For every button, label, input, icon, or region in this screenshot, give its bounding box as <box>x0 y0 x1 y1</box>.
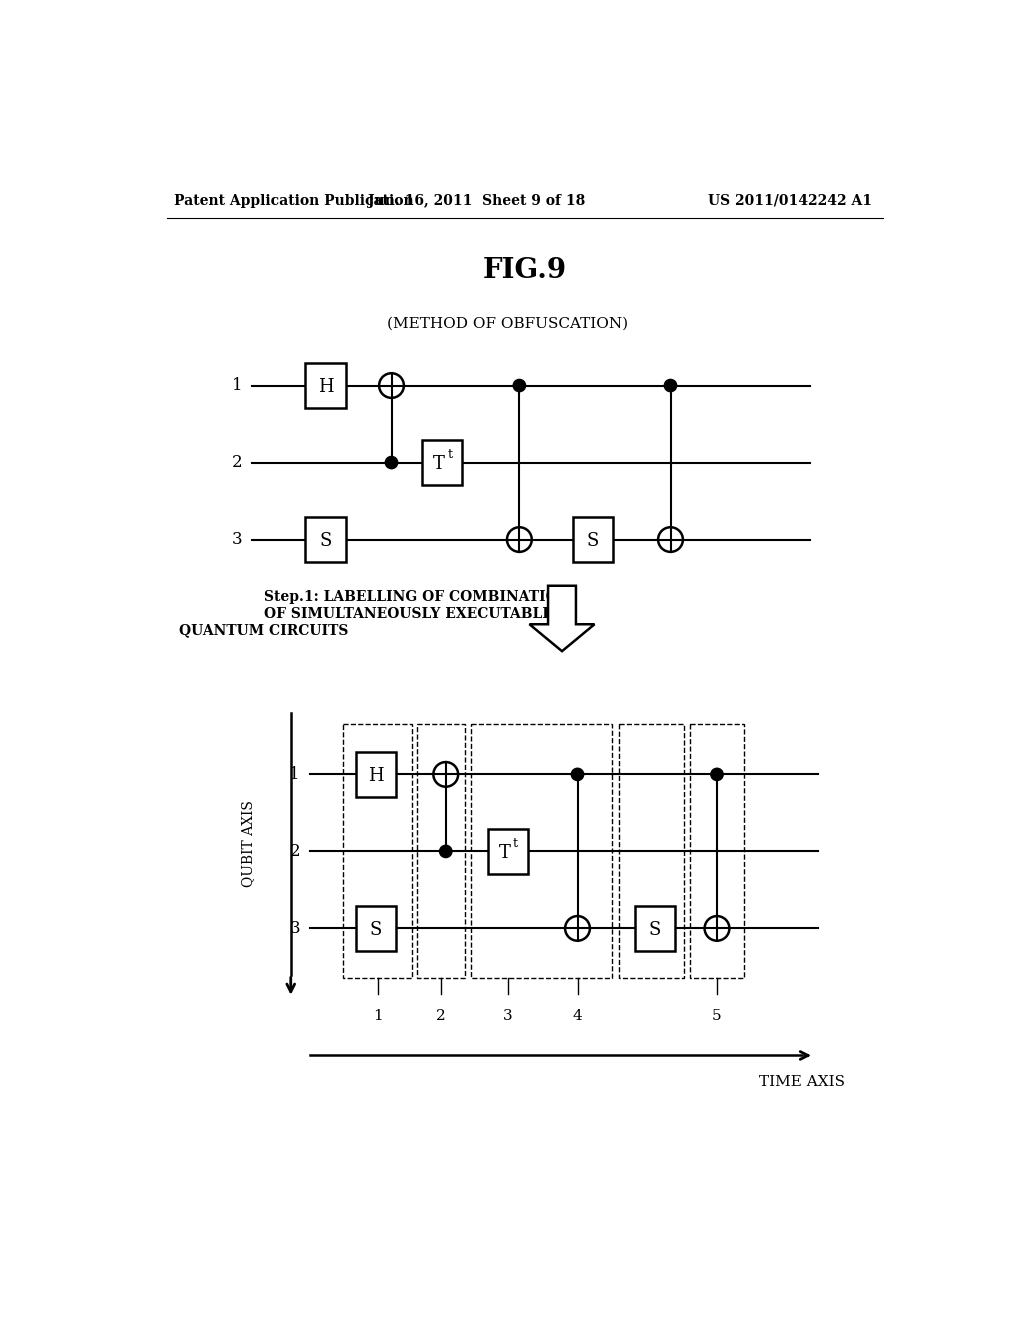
Text: T: T <box>499 843 511 862</box>
Bar <box>356 752 396 797</box>
Polygon shape <box>529 586 595 651</box>
Text: 1: 1 <box>290 766 300 783</box>
Bar <box>356 906 396 950</box>
Bar <box>417 725 465 978</box>
Circle shape <box>385 457 397 469</box>
Text: US 2011/0142242 A1: US 2011/0142242 A1 <box>708 194 872 207</box>
Text: OF SIMULTANEOUSLY EXECUTABLE: OF SIMULTANEOUSLY EXECUTABLE <box>263 607 553 620</box>
Text: 3: 3 <box>503 1010 513 1023</box>
Circle shape <box>513 379 525 392</box>
Bar <box>618 725 684 978</box>
Circle shape <box>433 762 458 787</box>
Circle shape <box>439 845 452 858</box>
Bar <box>422 441 462 484</box>
Text: T: T <box>433 455 444 473</box>
Bar <box>305 363 346 408</box>
Text: S: S <box>649 921 662 939</box>
Bar <box>471 725 612 978</box>
Bar <box>572 517 613 562</box>
Text: 3: 3 <box>232 531 243 548</box>
Text: QUBIT AXIS: QUBIT AXIS <box>241 800 255 887</box>
Circle shape <box>571 768 584 780</box>
Text: t: t <box>447 449 453 462</box>
Text: S: S <box>587 532 599 550</box>
Text: 3: 3 <box>290 920 300 937</box>
Bar <box>343 725 412 978</box>
Circle shape <box>665 379 677 392</box>
Bar <box>635 906 675 950</box>
Text: 2: 2 <box>232 454 243 471</box>
Text: 2: 2 <box>436 1010 446 1023</box>
Text: (METHOD OF OBFUSCATION): (METHOD OF OBFUSCATION) <box>387 317 629 331</box>
Text: S: S <box>370 921 382 939</box>
Circle shape <box>507 527 531 552</box>
Text: FIG.9: FIG.9 <box>482 256 567 284</box>
Circle shape <box>658 527 683 552</box>
Circle shape <box>379 374 403 397</box>
Text: Jun. 16, 2011  Sheet 9 of 18: Jun. 16, 2011 Sheet 9 of 18 <box>368 194 586 207</box>
Text: QUANTUM CIRCUITS: QUANTUM CIRCUITS <box>179 623 348 638</box>
Text: 4: 4 <box>572 1010 583 1023</box>
Text: 1: 1 <box>373 1010 382 1023</box>
Circle shape <box>705 916 729 941</box>
Text: t: t <box>513 837 518 850</box>
Text: S: S <box>319 532 332 550</box>
Bar <box>305 517 346 562</box>
Text: 5: 5 <box>712 1010 722 1023</box>
Bar <box>690 725 744 978</box>
Text: Step.1: LABELLING OF COMBINATION: Step.1: LABELLING OF COMBINATION <box>263 590 570 603</box>
Text: TIME AXIS: TIME AXIS <box>759 1074 845 1089</box>
Text: H: H <box>317 378 334 396</box>
Circle shape <box>711 768 723 780</box>
Circle shape <box>565 916 590 941</box>
Bar <box>487 829 528 874</box>
Text: Patent Application Publication: Patent Application Publication <box>174 194 414 207</box>
Text: H: H <box>369 767 384 785</box>
Text: 1: 1 <box>232 378 243 395</box>
Text: 2: 2 <box>290 843 300 859</box>
